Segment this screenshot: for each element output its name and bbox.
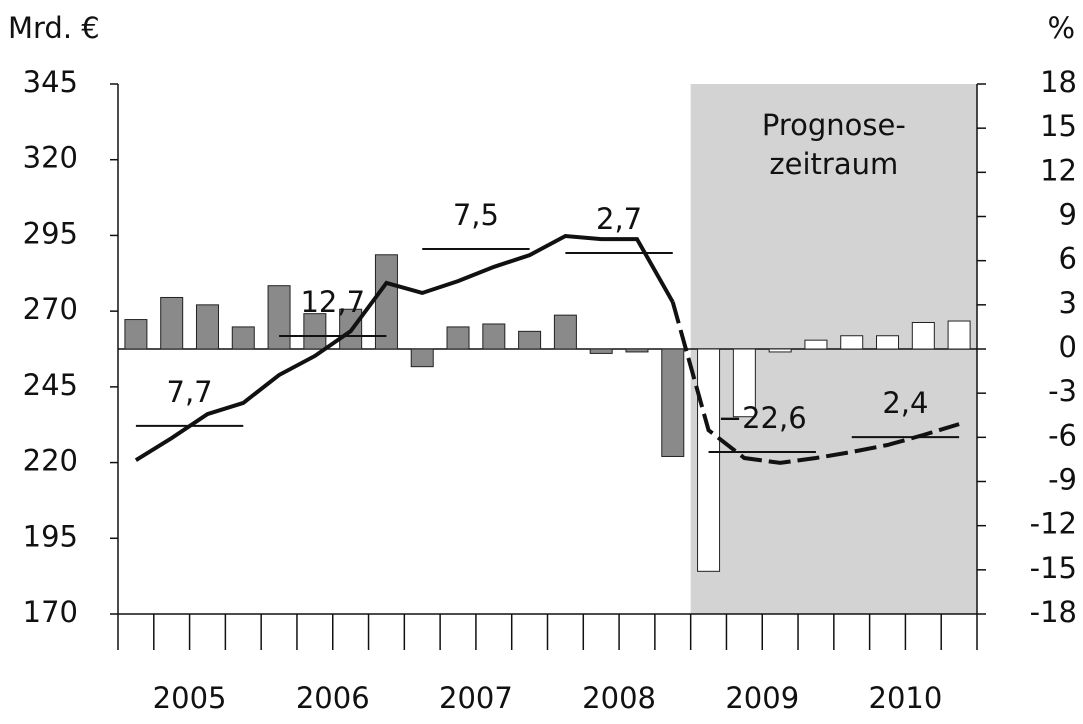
bar (589, 348, 613, 354)
y2-tick-label: -3 (1048, 374, 1077, 408)
y-axis-label: Mrd. € (8, 11, 100, 45)
y-tick-label: 195 (23, 519, 78, 553)
bar (195, 304, 219, 350)
y-tick-label: 170 (23, 595, 78, 629)
y2-tick-label: -15 (1030, 551, 1077, 585)
y-tick-label: 245 (23, 368, 78, 402)
bar (553, 314, 577, 350)
y-tick-label: 345 (23, 65, 78, 99)
y2-tick-label: 9 (1059, 198, 1077, 232)
bar (410, 348, 434, 368)
y-tick-label: 220 (23, 444, 78, 478)
y2-tick-label: 3 (1059, 286, 1077, 320)
line-actual (134, 233, 675, 462)
bar (947, 320, 971, 350)
bar (804, 339, 828, 350)
bar (732, 348, 756, 418)
y2-tick-label: -6 (1048, 418, 1077, 452)
y2-tick-label: -9 (1048, 463, 1077, 497)
y-tick-label: 295 (23, 216, 78, 250)
bar (661, 348, 685, 457)
bar (697, 348, 721, 572)
bar (518, 330, 542, 350)
bar (160, 296, 184, 350)
bar (374, 254, 398, 350)
line-forecast (670, 301, 960, 465)
bar (446, 326, 470, 350)
y2-tick-label: 18 (1040, 65, 1077, 99)
bar (267, 285, 291, 350)
forecast-label: Prognose- (762, 108, 906, 142)
forecast-label: zeitraum (769, 147, 898, 181)
bar (303, 313, 327, 350)
y2-tick-label: 12 (1040, 153, 1077, 187)
bar (231, 326, 255, 350)
bar (911, 322, 935, 350)
annual-growth-label: 12,7 (300, 285, 365, 319)
bar (625, 348, 649, 353)
annual-growth-label: 2,4 (882, 386, 928, 420)
x-tick-label: 2007 (439, 681, 513, 715)
y-tick-label: 270 (23, 292, 78, 326)
y2-tick-label: -12 (1030, 507, 1077, 541)
x-tick-label: 2006 (296, 681, 370, 715)
x-tick-label: 2008 (582, 681, 656, 715)
y2-tick-label: 15 (1040, 109, 1077, 143)
bar (482, 323, 506, 350)
y2-tick-label: -18 (1030, 595, 1077, 629)
x-tick-label: 2005 (153, 681, 227, 715)
annual-growth-label: 7,5 (453, 198, 499, 232)
y2-axis-label: % (1047, 11, 1075, 45)
bar (124, 319, 148, 350)
bar (876, 335, 900, 350)
bar (840, 335, 864, 350)
annual-growth-label: 2,7 (596, 202, 642, 236)
x-tick-label: 2009 (725, 681, 799, 715)
annual-growth-label: 7,7 (167, 375, 213, 409)
y-tick-label: 320 (23, 141, 78, 175)
annual-growth-label: −22,6 (718, 401, 807, 435)
x-tick-label: 2010 (869, 681, 943, 715)
y2-tick-label: 6 (1059, 242, 1077, 276)
bar (768, 348, 792, 353)
y2-tick-label: 0 (1059, 330, 1077, 364)
